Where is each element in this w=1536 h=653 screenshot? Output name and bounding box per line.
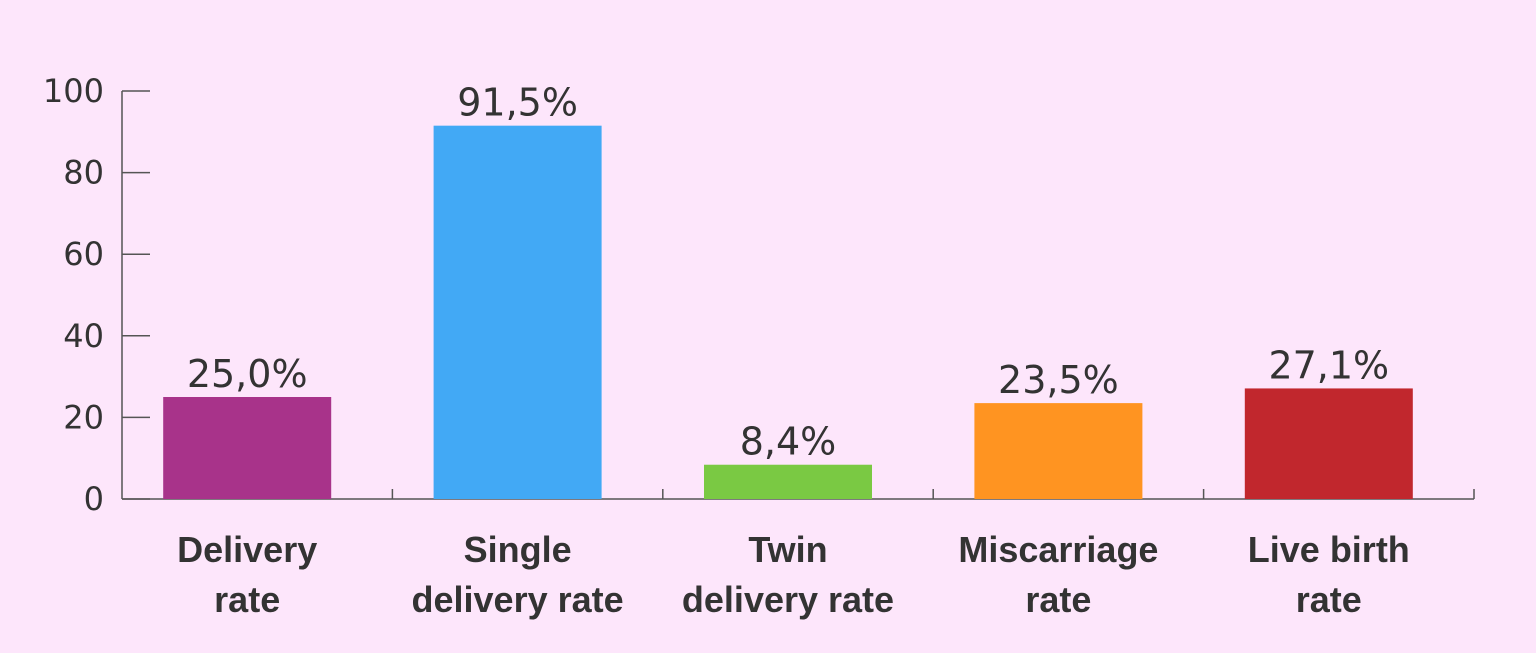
value-label-1: 91,5% <box>457 81 578 125</box>
category-label-2-line-1: delivery rate <box>682 579 894 620</box>
bar-0 <box>163 397 332 499</box>
y-tick-label: 60 <box>63 235 104 273</box>
category-label-3-line-0: Miscarriage <box>958 529 1158 570</box>
category-label-4-line-1: rate <box>1296 579 1362 620</box>
y-tick-label: 40 <box>63 317 104 355</box>
category-label-0-line-0: Delivery <box>177 529 317 570</box>
value-label-4: 27,1% <box>1268 343 1389 387</box>
value-label-0: 25,0% <box>187 352 308 396</box>
bar-3 <box>974 403 1143 499</box>
category-label-1-line-0: Single <box>464 529 572 570</box>
labels: 25,0% Delivery rate 91,5% Single delivery rat… <box>177 81 1410 620</box>
bars <box>163 125 1413 500</box>
value-label-2: 8,4% <box>740 420 837 464</box>
axes: 0 20 40 60 80 100 <box>43 72 1475 518</box>
bar-1 <box>433 125 602 500</box>
category-label-4-line-0: Live birth <box>1248 529 1410 570</box>
category-label-3-line-1: rate <box>1025 579 1091 620</box>
category-label-2-line-0: Twin <box>748 529 827 570</box>
value-label-3: 23,5% <box>998 358 1119 402</box>
y-tick-label: 20 <box>63 398 104 436</box>
y-tick-label: 0 <box>84 480 104 518</box>
y-tick-label: 80 <box>63 154 104 192</box>
category-label-1-line-1: delivery rate <box>412 579 624 620</box>
y-tick-label: 100 <box>43 72 104 110</box>
bar-2 <box>704 464 872 499</box>
category-label-0-line-1: rate <box>214 579 280 620</box>
bar-4 <box>1244 388 1413 499</box>
